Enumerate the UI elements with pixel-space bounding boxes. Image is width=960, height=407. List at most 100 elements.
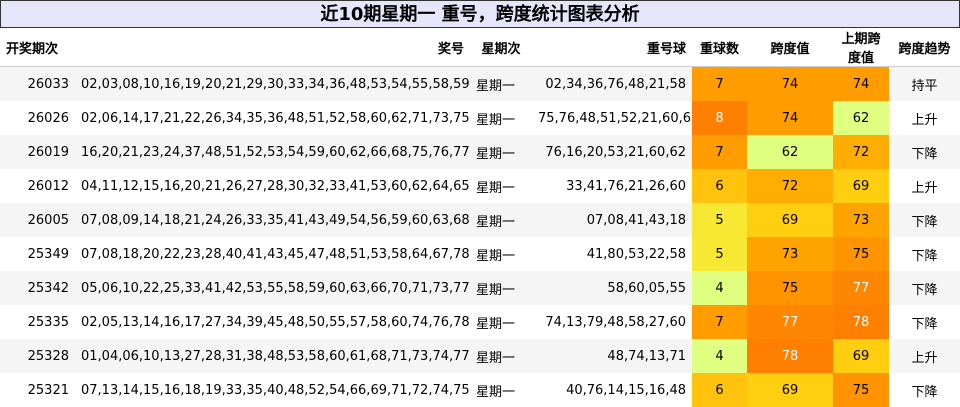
- header-row: 开奖期次奖号星期次重号球重球数跨度值上期跨度值跨度趋势: [0, 28, 960, 67]
- table-cell: 07,08,41,43,18: [532, 203, 692, 237]
- table-cell: 星期一: [470, 203, 532, 237]
- table-cell: 4: [692, 339, 747, 373]
- column-header: 奖号: [75, 28, 470, 67]
- table-cell: 星期一: [470, 135, 532, 169]
- column-header: 跨度值: [747, 28, 833, 67]
- column-header: 重号球: [532, 28, 692, 67]
- table-cell: 上升: [889, 339, 960, 373]
- table-cell: 下降: [889, 373, 960, 407]
- table-cell: 75: [833, 237, 889, 271]
- table-cell: 星期一: [470, 67, 532, 102]
- table-cell: 02,05,13,14,16,17,27,34,39,45,48,50,55,5…: [75, 305, 470, 339]
- table-cell: 78: [833, 305, 889, 339]
- table-cell: 25342: [0, 271, 75, 305]
- table-cell: 77: [833, 271, 889, 305]
- table-cell: 26033: [0, 67, 75, 102]
- table-cell: 星期一: [470, 339, 532, 373]
- table-cell: 5: [692, 237, 747, 271]
- table-cell: 78: [747, 339, 833, 373]
- table-cell: 33,41,76,21,26,60: [532, 169, 692, 203]
- table-cell: 73: [747, 237, 833, 271]
- table-cell: 76,16,20,53,21,60,62: [532, 135, 692, 169]
- table-cell: 74: [833, 67, 889, 102]
- table-cell: 48,74,13,71: [532, 339, 692, 373]
- table-cell: 41,80,53,22,58: [532, 237, 692, 271]
- table-cell: 16,20,21,23,24,37,48,51,52,53,54,59,60,6…: [75, 135, 470, 169]
- table-cell: 58,60,05,55: [532, 271, 692, 305]
- table-cell: 07,08,18,20,22,23,28,40,41,43,45,47,48,5…: [75, 237, 470, 271]
- table-cell: 星期一: [470, 305, 532, 339]
- table-cell: 星期一: [470, 271, 532, 305]
- table-cell: 4: [692, 271, 747, 305]
- table-cell: 26005: [0, 203, 75, 237]
- table-cell: 69: [747, 203, 833, 237]
- table-cell: 02,03,08,10,16,19,20,21,29,30,33,34,36,4…: [75, 67, 470, 102]
- table-cell: 69: [747, 373, 833, 407]
- table-cell: 上升: [889, 101, 960, 135]
- table-cell: 69: [833, 339, 889, 373]
- column-header: 星期次: [470, 28, 532, 67]
- table-cell: 26026: [0, 101, 75, 135]
- table-cell: 04,11,12,15,16,20,21,26,27,28,30,32,33,4…: [75, 169, 470, 203]
- table-cell: 07,13,14,15,16,18,19,33,35,40,48,52,54,6…: [75, 373, 470, 407]
- table-cell: 星期一: [470, 169, 532, 203]
- table-cell: 62: [747, 135, 833, 169]
- table-cell: 7: [692, 305, 747, 339]
- table-cell: 持平: [889, 67, 960, 102]
- table-title: 近10期星期一 重号，跨度统计图表分析: [0, 0, 960, 28]
- table-cell: 星期一: [470, 237, 532, 271]
- table-cell: 02,06,14,17,21,22,26,34,35,36,48,51,52,5…: [75, 101, 470, 135]
- table-cell: 73: [833, 203, 889, 237]
- column-header: 重球数: [692, 28, 747, 67]
- table-cell: 75,76,48,51,52,21,60,62: [532, 101, 692, 135]
- table-cell: 星期一: [470, 373, 532, 407]
- table-cell: 6: [692, 373, 747, 407]
- table-cell: 01,04,06,10,13,27,28,31,38,48,53,58,60,6…: [75, 339, 470, 373]
- table-cell: 26012: [0, 169, 75, 203]
- table-cell: 25328: [0, 339, 75, 373]
- table-cell: 74: [747, 101, 833, 135]
- column-header: 开奖期次: [0, 28, 75, 67]
- table-cell: 05,06,10,22,25,33,41,42,53,55,58,59,60,6…: [75, 271, 470, 305]
- table-cell: 02,34,36,76,48,21,58: [532, 67, 692, 102]
- table-cell: 62: [833, 101, 889, 135]
- table-cell: 77: [747, 305, 833, 339]
- table-cell: 25321: [0, 373, 75, 407]
- table-cell: 7: [692, 67, 747, 102]
- table-cell: 75: [747, 271, 833, 305]
- table-cell: 25335: [0, 305, 75, 339]
- table-cell: 上升: [889, 169, 960, 203]
- table-cell: 8: [692, 101, 747, 135]
- table-cell: 74: [747, 67, 833, 102]
- table-cell: 72: [747, 169, 833, 203]
- table-cell: 74,13,79,48,58,27,60: [532, 305, 692, 339]
- table-cell: 26019: [0, 135, 75, 169]
- table-cell: 40,76,14,15,16,48: [532, 373, 692, 407]
- table-cell: 75: [833, 373, 889, 407]
- table-cell: 下降: [889, 135, 960, 169]
- table-cell: 5: [692, 203, 747, 237]
- table-cell: 6: [692, 169, 747, 203]
- table-cell: 07,08,09,14,18,21,24,26,33,35,41,43,49,5…: [75, 203, 470, 237]
- column-header: 上期跨度值: [833, 28, 889, 67]
- table-cell: 69: [833, 169, 889, 203]
- table-cell: 下降: [889, 305, 960, 339]
- table-cell: 7: [692, 135, 747, 169]
- table-cell: 下降: [889, 237, 960, 271]
- column-header: 跨度趋势: [889, 28, 960, 67]
- table-cell: 72: [833, 135, 889, 169]
- table-cell: 星期一: [470, 101, 532, 135]
